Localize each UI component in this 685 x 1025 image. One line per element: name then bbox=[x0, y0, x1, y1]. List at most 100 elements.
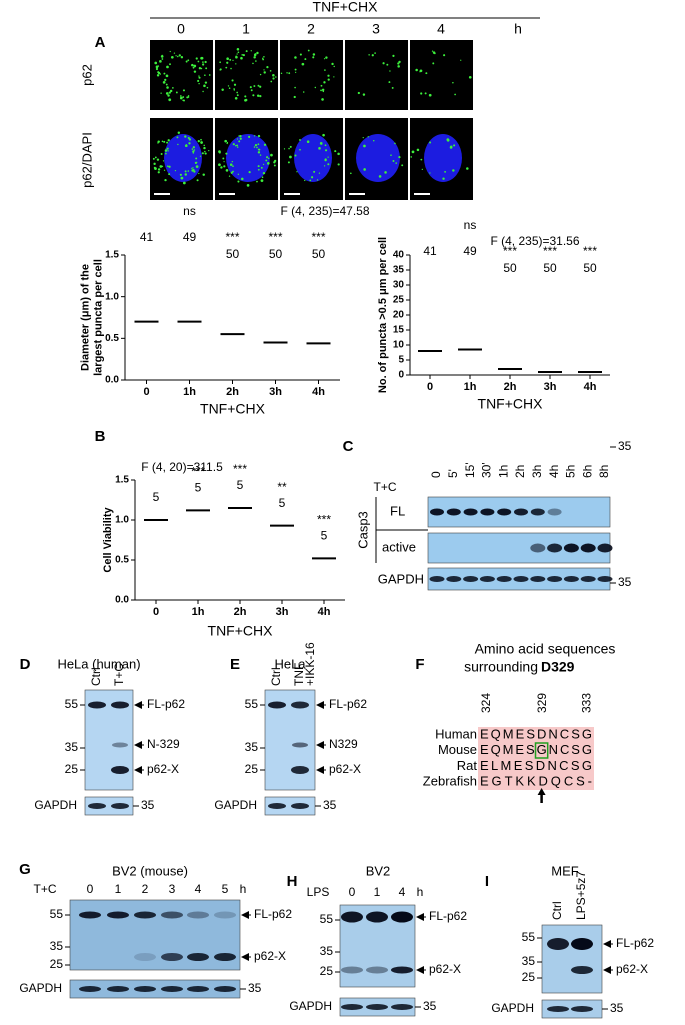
puncta bbox=[454, 93, 456, 96]
form-label: FL bbox=[390, 503, 405, 518]
puncta bbox=[223, 165, 226, 168]
y-axis-label: Cell Viability bbox=[102, 507, 114, 573]
lane-label: 6h bbox=[580, 465, 594, 478]
y-tick-label: 0.5 bbox=[115, 555, 129, 566]
puncta bbox=[266, 161, 270, 165]
puncta bbox=[391, 86, 394, 89]
n-label: 49 bbox=[183, 230, 197, 244]
puncta bbox=[222, 157, 225, 160]
puncta bbox=[177, 55, 179, 58]
lane-label: 2h bbox=[513, 465, 527, 478]
band bbox=[446, 576, 462, 582]
puncta bbox=[323, 165, 326, 167]
unit: h bbox=[417, 885, 424, 899]
puncta bbox=[236, 53, 238, 55]
n-label: 41 bbox=[423, 244, 437, 258]
timepoint: 0 bbox=[177, 21, 185, 37]
puncta bbox=[294, 154, 297, 157]
blot bbox=[69, 899, 241, 971]
puncta bbox=[169, 63, 171, 66]
y-tick-label: 1.0 bbox=[105, 291, 119, 302]
puncta bbox=[272, 77, 275, 80]
band bbox=[514, 508, 528, 516]
blot-title: HeLa (human) bbox=[57, 656, 140, 671]
puncta bbox=[324, 149, 328, 152]
puncta bbox=[233, 83, 237, 86]
puncta bbox=[313, 170, 316, 173]
puncta bbox=[165, 92, 169, 95]
puncta bbox=[286, 72, 288, 74]
puncta bbox=[242, 53, 245, 57]
puncta bbox=[163, 169, 166, 171]
n-label: 50 bbox=[503, 261, 517, 275]
species: Rat bbox=[457, 758, 478, 773]
lane-label: 2 bbox=[142, 882, 149, 896]
puncta bbox=[263, 56, 265, 58]
band bbox=[134, 911, 156, 919]
puncta bbox=[154, 61, 158, 65]
puncta bbox=[263, 71, 266, 74]
x-axis-label: TNF+CHX bbox=[478, 396, 544, 412]
puncta bbox=[294, 86, 296, 89]
statistic: F (4, 235)=47.58 bbox=[280, 204, 369, 218]
panel-label: A bbox=[95, 34, 106, 51]
puncta bbox=[333, 76, 335, 78]
puncta bbox=[267, 157, 270, 160]
mw-marker: 35 bbox=[522, 954, 536, 968]
puncta bbox=[165, 74, 169, 78]
x-tick-label: 1h bbox=[464, 381, 477, 393]
puncta bbox=[307, 49, 310, 52]
mw-marker: 35 bbox=[320, 944, 334, 958]
puncta bbox=[205, 67, 208, 70]
band bbox=[480, 508, 495, 516]
puncta bbox=[195, 165, 199, 168]
band-label: FL-p62 bbox=[254, 907, 292, 921]
puncta bbox=[200, 141, 203, 144]
puncta bbox=[325, 56, 328, 59]
band bbox=[366, 966, 388, 974]
puncta bbox=[178, 54, 181, 57]
band bbox=[341, 966, 363, 974]
puncta bbox=[252, 62, 254, 65]
puncta bbox=[320, 143, 323, 145]
lane-note: +IKK-16 bbox=[303, 642, 317, 686]
puncta bbox=[192, 168, 195, 171]
puncta bbox=[257, 151, 261, 154]
puncta bbox=[184, 173, 187, 176]
puncta bbox=[288, 147, 290, 150]
mw-marker: 55 bbox=[245, 697, 259, 711]
puncta bbox=[166, 165, 169, 167]
band bbox=[547, 1006, 569, 1012]
puncta bbox=[157, 71, 160, 74]
band bbox=[580, 543, 596, 553]
lane-label: 1 bbox=[374, 885, 381, 899]
puncta bbox=[374, 52, 376, 54]
y-tick-label: 40 bbox=[393, 250, 405, 261]
puncta bbox=[182, 181, 186, 185]
puncta bbox=[198, 172, 200, 175]
lane-label: 5h bbox=[564, 465, 578, 478]
puncta bbox=[227, 85, 230, 87]
puncta bbox=[449, 145, 453, 149]
micrograph bbox=[345, 40, 408, 110]
puncta bbox=[368, 54, 370, 56]
significance: *** bbox=[503, 244, 517, 258]
band-label: FL-p62 bbox=[616, 936, 654, 950]
alignment-title: Amino acid sequences bbox=[475, 641, 616, 657]
y-tick-label: 5 bbox=[398, 355, 404, 366]
puncta bbox=[184, 170, 187, 173]
puncta bbox=[419, 71, 421, 73]
band-label: FL-p62 bbox=[429, 909, 467, 923]
lane-label: T+C bbox=[112, 663, 126, 686]
significance: *** bbox=[191, 465, 205, 479]
band bbox=[446, 508, 461, 516]
y-tick-label: 10 bbox=[393, 340, 405, 351]
puncta bbox=[193, 170, 196, 173]
puncta bbox=[248, 135, 251, 138]
puncta bbox=[226, 61, 229, 64]
y-tick-label: 15 bbox=[393, 325, 405, 336]
puncta bbox=[246, 184, 250, 187]
puncta bbox=[371, 54, 374, 57]
puncta bbox=[258, 148, 261, 151]
